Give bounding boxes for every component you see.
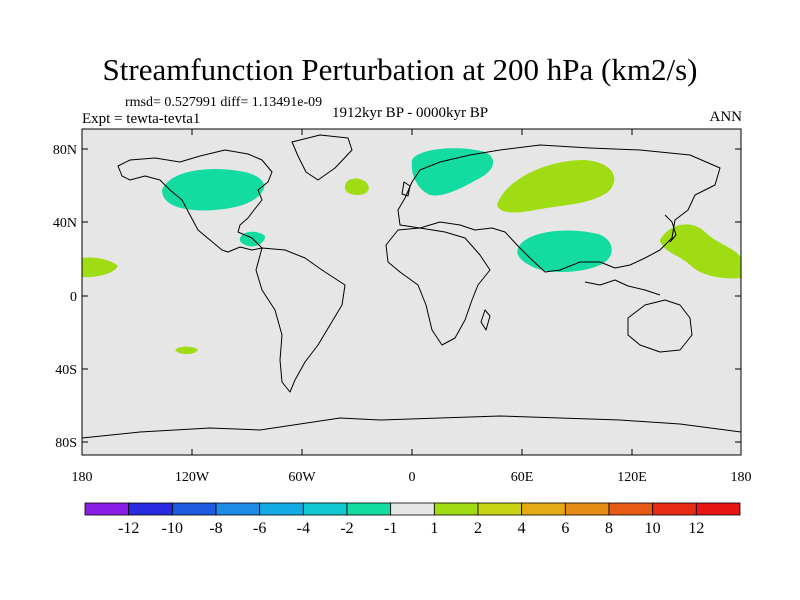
lat-tick-label: 80N bbox=[53, 143, 77, 158]
colorbar: -12 -10 -8 -6 -4 -2 -1 1 2 4 6 8 10 12 bbox=[84, 502, 741, 537]
north-america-outline bbox=[117, 149, 273, 253]
lon-tick-label: 120W bbox=[175, 470, 210, 485]
lon-tick-label: 180 bbox=[731, 470, 752, 485]
colorbar-swatch bbox=[564, 502, 610, 516]
greenland-outline bbox=[291, 134, 353, 181]
colorbar-label: -6 bbox=[253, 520, 266, 537]
colorbar-label: 2 bbox=[474, 520, 482, 537]
colorbar-swatch bbox=[433, 502, 479, 516]
colorbar-label: 8 bbox=[605, 520, 613, 537]
antarctica-outline bbox=[82, 415, 741, 439]
anomaly-negative-scandinavia bbox=[411, 148, 494, 196]
colorbar-label: -10 bbox=[162, 520, 183, 537]
colorbar-swatch bbox=[259, 502, 304, 516]
rmsd-diff-stats: rmsd= 0.527991 diff= 1.13491e-09 bbox=[125, 95, 323, 110]
colorbar-label: 4 bbox=[518, 520, 526, 537]
colorbar-swatch bbox=[84, 502, 130, 516]
season-label: ANN bbox=[709, 109, 743, 125]
colorbar-swatch bbox=[346, 502, 392, 516]
lon-tick-label: 60E bbox=[511, 470, 534, 485]
colorbar-swatch bbox=[477, 502, 523, 516]
anomaly-negative-north-america bbox=[162, 169, 265, 211]
lat-tick-label: 0 bbox=[70, 290, 77, 305]
colorbar-swatch bbox=[652, 502, 697, 516]
experiment-label: Expt = tewta-tevta1 bbox=[82, 111, 201, 127]
lon-tick-label: 180 bbox=[72, 470, 93, 485]
lon-tick-label: 120E bbox=[617, 470, 647, 485]
period-label: 1912kyr BP - 0000kyr BP bbox=[331, 105, 489, 121]
anomaly-positive-north-atlantic bbox=[344, 178, 369, 195]
australia-outline bbox=[627, 299, 693, 353]
anomaly-positive-japan-pacific bbox=[660, 224, 741, 279]
europe-asia-outline bbox=[397, 144, 721, 273]
colorbar-swatch bbox=[302, 502, 348, 516]
anomaly-negative-south-asia bbox=[517, 230, 612, 272]
south-america-outline bbox=[255, 247, 346, 393]
anomaly-positive-south-pacific bbox=[175, 346, 198, 355]
longitude-axis: 180 120W 60W 0 60E 120E 180 bbox=[72, 129, 752, 485]
colorbar-label: -8 bbox=[209, 520, 222, 537]
indonesia-outline bbox=[584, 279, 661, 296]
colorbar-swatch bbox=[608, 502, 654, 516]
lon-tick-label: 0 bbox=[409, 470, 416, 485]
colorbar-swatch bbox=[521, 502, 566, 516]
japan-outline bbox=[664, 214, 677, 243]
colorbar-label: -2 bbox=[340, 520, 353, 537]
latitude-axis: 80N 40N 0 40S 80S bbox=[53, 143, 741, 451]
colorbar-label: -12 bbox=[118, 520, 139, 537]
anomaly-fields bbox=[82, 134, 741, 439]
lat-tick-label: 40N bbox=[53, 216, 77, 231]
lon-tick-label: 60W bbox=[288, 470, 316, 485]
plot-title: Streamfunction Perturbation at 200 hPa (… bbox=[102, 52, 698, 87]
colorbar-swatch bbox=[128, 502, 173, 516]
colorbar-label: -4 bbox=[297, 520, 310, 537]
colorbar-swatch bbox=[215, 502, 261, 516]
africa-outline bbox=[385, 227, 491, 346]
colorbar-label: 6 bbox=[561, 520, 569, 537]
anomaly-positive-central-asia bbox=[497, 160, 615, 213]
coastlines bbox=[82, 134, 741, 439]
lat-tick-label: 40S bbox=[55, 363, 77, 378]
uk-outline bbox=[401, 181, 411, 197]
colorbar-swatch bbox=[695, 502, 741, 516]
colorbar-label: -1 bbox=[384, 520, 397, 537]
lat-tick-label: 80S bbox=[55, 436, 77, 451]
colorbar-label: 12 bbox=[688, 520, 704, 537]
anomaly-positive-east-pacific bbox=[82, 257, 118, 278]
colorbar-swatch bbox=[171, 502, 217, 516]
colorbar-label: 1 bbox=[430, 520, 438, 537]
colorbar-label: 10 bbox=[645, 520, 661, 537]
madagascar-outline bbox=[480, 309, 491, 331]
colorbar-swatch bbox=[390, 502, 435, 516]
